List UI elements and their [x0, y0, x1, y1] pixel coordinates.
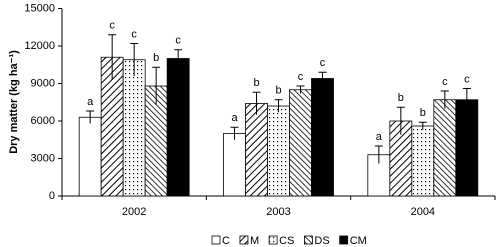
bar	[245, 103, 268, 197]
legend-swatch	[304, 235, 313, 245]
bar	[455, 99, 479, 197]
y-tick-label: 9000	[31, 77, 55, 89]
y-tick-label: 6000	[31, 115, 55, 127]
significance-letter: b	[398, 92, 404, 104]
legend-swatch	[211, 235, 221, 245]
bar	[433, 99, 457, 197]
y-tick-label: 3000	[31, 152, 55, 164]
legend-label: DS	[314, 235, 329, 247]
y-tick-label: 12000	[24, 40, 55, 52]
legend-swatch	[268, 235, 278, 245]
significance-letter: b	[275, 85, 281, 97]
bar	[311, 78, 334, 197]
bar	[411, 125, 435, 197]
bar	[166, 58, 190, 197]
bar	[122, 59, 146, 197]
significance-letter: b	[153, 52, 159, 64]
significance-letter: c	[464, 73, 470, 85]
significance-letter: c	[131, 28, 137, 40]
significance-letter: c	[442, 76, 448, 88]
significance-letter: a	[376, 131, 383, 143]
significance-letter: b	[253, 77, 259, 89]
legend-label: CM	[350, 235, 367, 247]
bar	[289, 89, 312, 197]
bar	[223, 133, 246, 197]
significance-letter: c	[175, 35, 181, 47]
y-tick-label: 15000	[24, 2, 55, 14]
legend-label: C	[222, 235, 230, 247]
y-axis-title: Dry matter (kg ha⁻¹)	[8, 50, 20, 154]
significance-letter: a	[87, 96, 94, 108]
legend-swatch	[339, 235, 349, 245]
x-tick-label: 2002	[122, 206, 146, 218]
significance-letter: a	[231, 112, 238, 124]
significance-letter: b	[420, 107, 426, 119]
x-tick-label: 2003	[266, 206, 290, 218]
legend-label: CS	[279, 235, 294, 247]
y-tick-label: 0	[49, 190, 55, 202]
bar	[78, 116, 102, 197]
legend-label: M	[250, 235, 259, 247]
significance-letter: c	[298, 71, 304, 83]
bar	[267, 105, 290, 197]
significance-letter: c	[320, 57, 326, 69]
legend-swatch	[239, 235, 249, 245]
x-tick-label: 2004	[411, 206, 435, 218]
significance-letter: c	[109, 20, 115, 32]
